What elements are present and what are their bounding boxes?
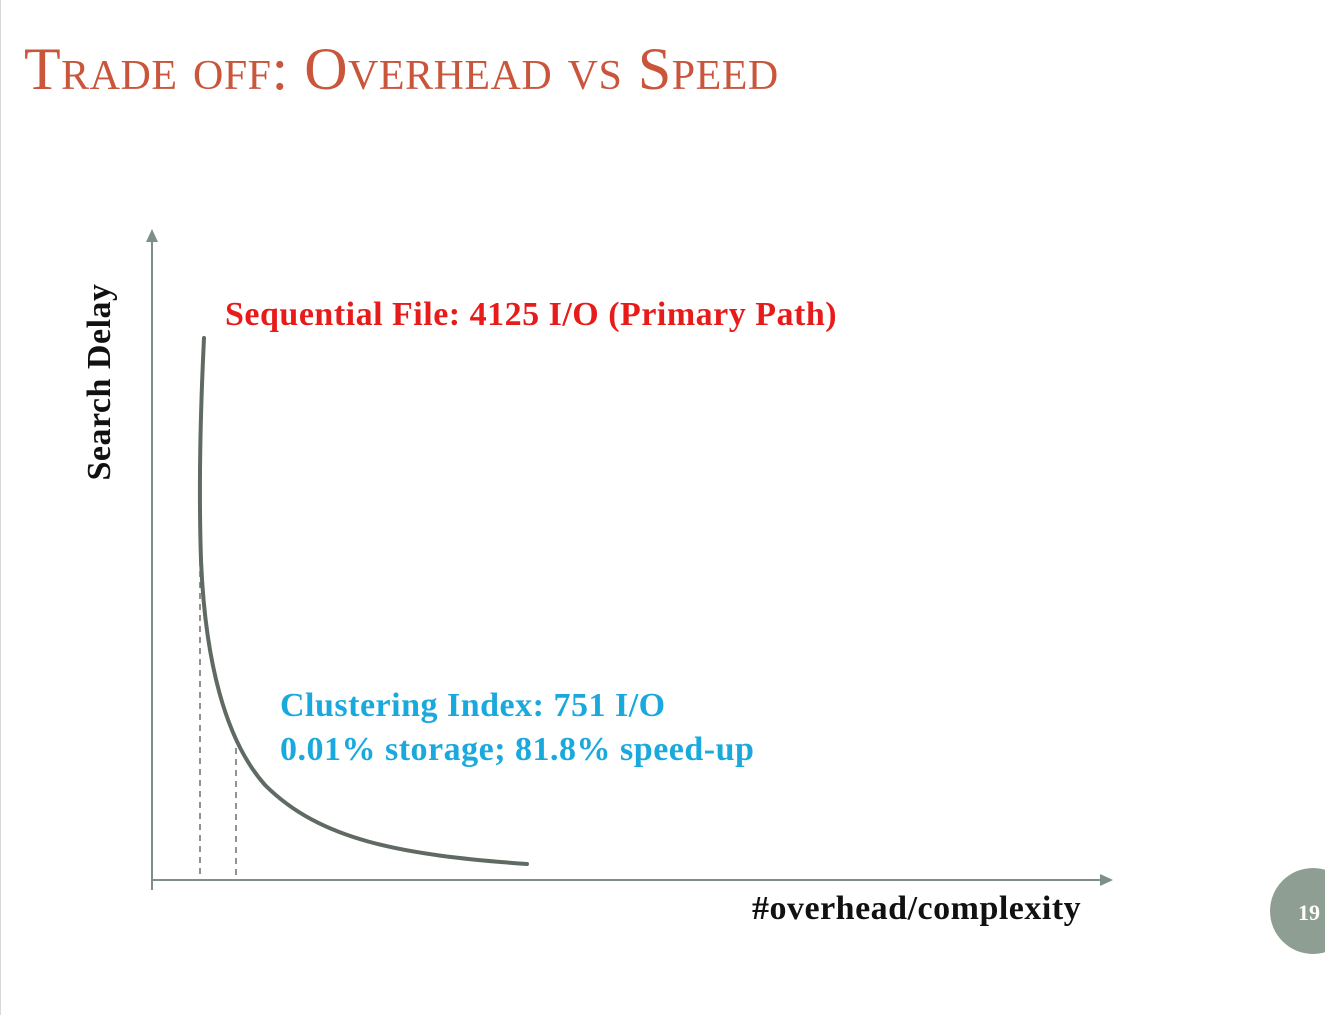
slide-title: Trade off: Overhead vs Speed xyxy=(24,36,779,102)
tradeoff-curve xyxy=(198,336,529,866)
page-number-badge: 19 xyxy=(1270,868,1325,954)
clustering-index-line2: 0.01% storage; 81.8% speed-up xyxy=(280,731,755,768)
y-axis-label: Search Delay xyxy=(81,283,118,481)
slide-left-border xyxy=(0,0,1,1015)
sequential-file-annotation: Sequential File: 4125 I/O (Primary Path) xyxy=(225,296,838,333)
clustering-index-annotation: Clustering Index: 751 I/O 0.01% storage;… xyxy=(280,684,754,772)
y-axis-arrowhead xyxy=(146,229,158,242)
page-number: 19 xyxy=(1298,900,1320,925)
x-axis-arrowhead xyxy=(1100,874,1113,886)
clustering-index-line1: Clustering Index: 751 I/O xyxy=(280,687,666,724)
x-axis-label: #overhead/complexity xyxy=(752,890,1082,927)
